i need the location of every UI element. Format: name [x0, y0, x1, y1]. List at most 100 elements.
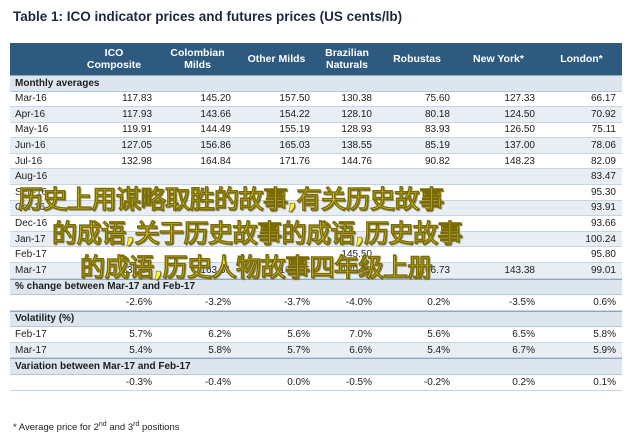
row-label: Jun-16 — [15, 140, 46, 152]
table-cell: 5.8% — [208, 344, 231, 356]
table-cell: 130.38 — [341, 93, 372, 105]
footnote-sup-2: rd — [133, 421, 140, 428]
table-cell: 7.0% — [349, 329, 372, 341]
table-cell: -0.2% — [423, 376, 450, 388]
table-cell: -0.5% — [345, 376, 372, 388]
row-label: Feb-17 — [15, 329, 47, 341]
table-cell: 5.4% — [427, 344, 450, 356]
table-row: -2.6% -3.2% -3.7% -4.0% 0.2% -3.5% 0.6% — [10, 295, 622, 311]
table-cell: 5.7% — [287, 344, 310, 356]
row-label: Jan-17 — [15, 233, 46, 245]
table-cell: -4.0% — [345, 296, 372, 308]
table-row: Mar-16 117.83 145.20 157.50 130.38 75.60 127.3… — [10, 92, 622, 108]
table-cell: 93.66 — [590, 218, 616, 230]
table-cell: 70.92 — [590, 108, 616, 120]
table-cell: 128.93 — [341, 124, 372, 136]
table-cell: 0.0% — [287, 376, 310, 388]
table-cell: 0.2% — [512, 376, 535, 388]
column-header-4: Brazilian Naturals — [325, 47, 369, 71]
table-cell: -3.5% — [508, 296, 535, 308]
row-label: Mar-17 — [15, 264, 47, 276]
table-cell: 143.66 — [200, 108, 231, 120]
footnote-text: * Average price for 2 — [13, 422, 99, 434]
table-cell: 0.2% — [427, 296, 450, 308]
table-cell: 75.60 — [424, 93, 450, 105]
table-cell: -3.7% — [283, 296, 310, 308]
table-row: Jan-17 100.24 — [10, 231, 622, 248]
table-cell: -3.2% — [204, 296, 231, 308]
table-cell: 5.4% — [129, 344, 152, 356]
table-cell: 124.50 — [504, 108, 535, 120]
row-label: Mar-17 — [15, 344, 47, 356]
table-cell: 5.8% — [593, 329, 616, 341]
table-cell: 171.76 — [279, 155, 310, 167]
table-row: Feb-17 5.7% 6.2% 5.6% 7.0% 5.6% 6.5% 5.8% — [10, 327, 622, 343]
table-cell: 5.9% — [593, 344, 616, 356]
table-cell: 0.6% — [593, 296, 616, 308]
table-row: Sep-16 95.30 — [10, 185, 622, 201]
price-table: ICO Composite Colombian Milds Other Milds B… — [10, 43, 622, 391]
table-cell: 137.00 — [504, 140, 535, 152]
row-label: Dec-16 — [15, 218, 48, 230]
table-cell: 126.50 — [504, 124, 535, 136]
table-cell: 144.76 — [341, 155, 372, 167]
table-row: Aug-16 83.47 — [10, 169, 622, 186]
row-label: May-16 — [15, 124, 49, 136]
table-cell: -0.3% — [125, 376, 152, 388]
table-cell: 127.05 — [121, 140, 152, 152]
table-row: Apr-16 117.93 143.66 154.22 128.10 80.18 124.5… — [10, 107, 622, 123]
table-cell: 144.49 — [200, 124, 231, 136]
table-cell: 164.84 — [200, 155, 231, 167]
table-cell: 83.93 — [424, 124, 450, 136]
table-cell: 6.5% — [512, 329, 535, 341]
table-cell: 163.61 — [200, 264, 231, 276]
column-header-3: Other Milds — [247, 53, 306, 65]
table-cell: 157.50 — [279, 93, 310, 105]
table-cell: 145.50 — [341, 249, 372, 261]
table-cell: 6.6% — [349, 344, 372, 356]
table-body: Monthly averages Mar-16 117.83 145.20 157.50… — [10, 75, 622, 391]
table-row: Oct-16 93.91 — [10, 200, 622, 217]
table-cell: 155.19 — [279, 124, 310, 136]
section-heading: Variation between Mar-17 and Feb-17 — [10, 358, 622, 375]
table-cell: 138.55 — [341, 140, 372, 152]
table-cell: 154.22 — [279, 108, 310, 120]
table-cell: 134.07 — [121, 264, 152, 276]
table-cell: 139.67 — [341, 264, 372, 276]
table-cell: 75.11 — [591, 124, 616, 136]
table-cell: 100.24 — [585, 233, 616, 245]
row-label: Mar-16 — [15, 93, 47, 105]
table-cell: 85.19 — [424, 140, 450, 152]
table-cell: 106.73 — [419, 264, 450, 276]
table-row: Mar-17 134.07 163.61 160.15 139.67 106.73 143.… — [10, 263, 622, 279]
column-header-0 — [10, 43, 70, 75]
column-header-2: Colombian Milds — [170, 47, 225, 71]
table-cell: 5.7% — [129, 329, 152, 341]
table-cell: -0.4% — [204, 376, 231, 388]
row-label: Aug-16 — [15, 171, 48, 183]
table-title: Table 1: ICO indicator prices and future… — [13, 9, 403, 24]
footnote-sup-1: nd — [98, 421, 107, 428]
table-cell: 117.83 — [122, 93, 152, 105]
table-cell: 143.38 — [504, 264, 535, 276]
column-header-1: ICO Composite — [86, 47, 142, 71]
section-heading: % change between Mar-17 and Feb-17 — [10, 278, 622, 296]
table-cell: 128.10 — [341, 108, 372, 120]
table-cell: 117.93 — [122, 108, 152, 120]
table-cell: 145.20 — [200, 93, 231, 105]
table-row: May-16 119.91 144.49 155.19 128.93 83.93 126.5… — [10, 123, 622, 139]
table-cell: 5.6% — [427, 329, 450, 341]
row-label: Jul-16 — [15, 155, 43, 167]
column-header-5: Robustas — [393, 53, 441, 65]
table-header-row: ICO Composite Colombian Milds Other Milds B… — [10, 43, 622, 75]
section-heading: Volatility (%) — [10, 310, 622, 328]
table-cell: 6.7% — [512, 344, 535, 356]
table-cell: 160.15 — [279, 264, 310, 276]
row-label: Apr-16 — [15, 108, 46, 120]
table-row: Jun-16 127.05 156.86 165.03 138.55 85.19 137.0… — [10, 138, 622, 154]
table-cell: 148.23 — [504, 155, 535, 167]
table-cell: 156.86 — [200, 140, 231, 152]
table-cell: 5.6% — [287, 329, 310, 341]
table-cell: 95.30 — [590, 186, 616, 198]
